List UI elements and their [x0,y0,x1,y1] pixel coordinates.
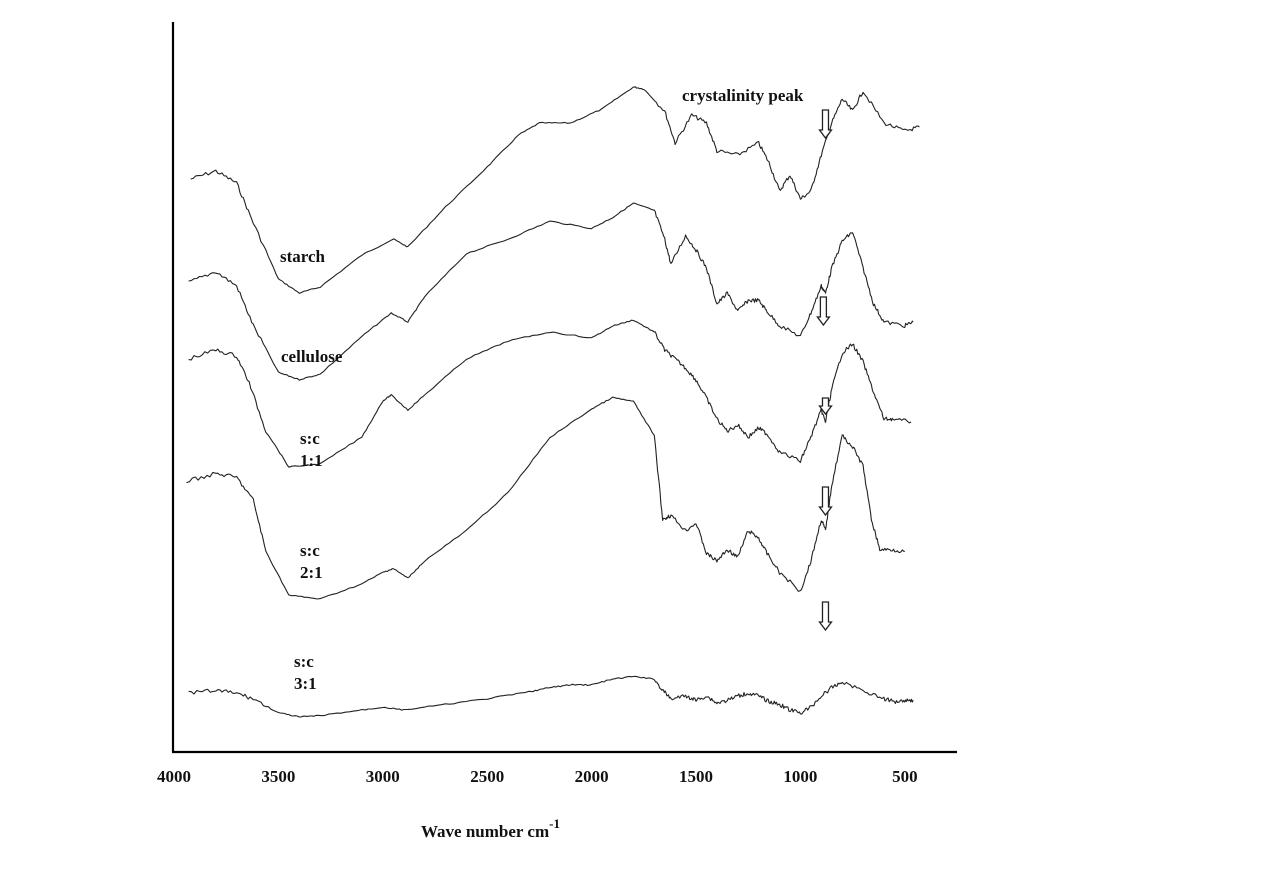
crystallinity-arrows [816,109,833,632]
trace-cellulose [188,202,914,381]
series-label-4-1: 3:1 [294,674,317,693]
x-axis-title-superscript: -1 [549,816,560,831]
x-axis-title: Wave number cm-1 [421,816,560,841]
series-label-0-0: starch [280,247,326,266]
crystalinity-peak-annotation: crystalinity peak [682,86,804,105]
crystallinity-arrow-2 [818,397,833,416]
trace-s-c-3-1 [188,675,914,718]
x-tick-label-2500: 2500 [470,767,504,786]
series-label-1-0: cellulose [281,347,343,366]
x-tick-label-2000: 2000 [575,767,609,786]
series-label-3-1: 2:1 [300,563,323,582]
x-tick-labels: 4000 3500 3000 2500 2000 1500 1000 500 [157,767,918,786]
spectra-traces [186,86,920,718]
series-label-4-0: s:c [294,652,314,671]
series-label-3-0: s:c [300,541,320,560]
series-label-2-1: 1:1 [300,451,323,470]
crystallinity-arrow-0 [818,109,833,140]
x-tick-label-1000: 1000 [783,767,817,786]
x-tick-label-4000: 4000 [157,767,191,786]
crystallinity-arrow-1 [816,296,831,327]
x-tick-label-3500: 3500 [261,767,295,786]
trace-s-c-1-1 [188,319,912,468]
x-axis-title-text: Wave number cm [421,822,549,841]
x-tick-label-500: 500 [892,767,918,786]
series-labels: starch cellulose s:c 1:1 s:c 2:1 s:c 3:1 [280,247,343,693]
crystallinity-arrow-3 [818,486,833,517]
series-label-2-0: s:c [300,429,320,448]
crystallinity-arrow-4 [818,601,833,632]
x-tick-label-3000: 3000 [366,767,400,786]
x-tick-label-1500: 1500 [679,767,713,786]
trace-s-c-2-1 [186,396,905,600]
